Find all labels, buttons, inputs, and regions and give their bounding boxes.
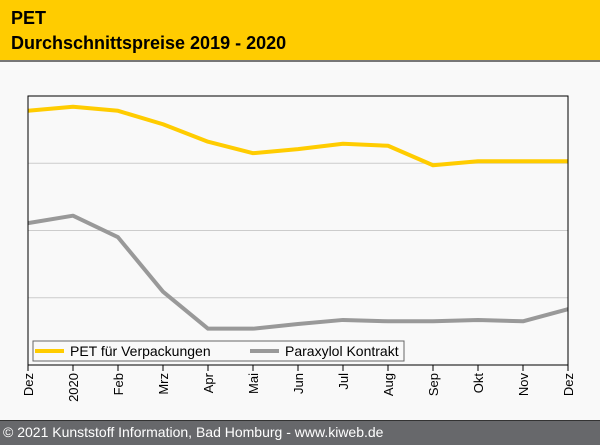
- series-line-paraxylol: [27, 213, 569, 331]
- x-tick-label: Sep: [426, 373, 441, 396]
- x-tick-label: Mai: [246, 373, 261, 394]
- line-chart: Dez 2020 Feb Mrz Apr Mai Jun Jul Aug Sep Okt Nov Dez…: [21, 95, 576, 402]
- x-tick-label: Dez: [561, 373, 576, 396]
- legend-label: PET für Verpackungen: [70, 343, 211, 359]
- x-tick-label: Nov: [516, 373, 531, 397]
- x-tick-label: Feb: [111, 373, 126, 395]
- header: PET Durchschnittspreise 2019 - 2020: [0, 0, 600, 62]
- legend-box: [32, 340, 405, 362]
- x-tick-label: Apr: [201, 372, 216, 393]
- legend-label: Paraxylol Kontrakt: [285, 343, 399, 359]
- chart-title: PET: [11, 8, 47, 28]
- x-tick-label: Mrz: [156, 373, 171, 395]
- series-line-pet: [27, 104, 568, 168]
- x-tick-label: 2020: [66, 373, 81, 402]
- chart-subtitle: Durchschnittspreise 2019 - 2020: [11, 33, 287, 53]
- x-tick-label: Aug: [381, 373, 396, 396]
- x-tick-label: Jul: [336, 373, 351, 390]
- copyright-text: © 2021 Kunststoff Information, Bad Hombu…: [3, 424, 384, 440]
- x-tick-label: Dez: [21, 373, 36, 396]
- legend: PET für Verpackungen Paraxylol Kontrakt: [32, 340, 405, 362]
- x-tick-label: Jun: [291, 373, 306, 394]
- x-tick-label: Okt: [471, 373, 486, 394]
- footer: © 2021 Kunststoff Information, Bad Hombu…: [0, 420, 600, 445]
